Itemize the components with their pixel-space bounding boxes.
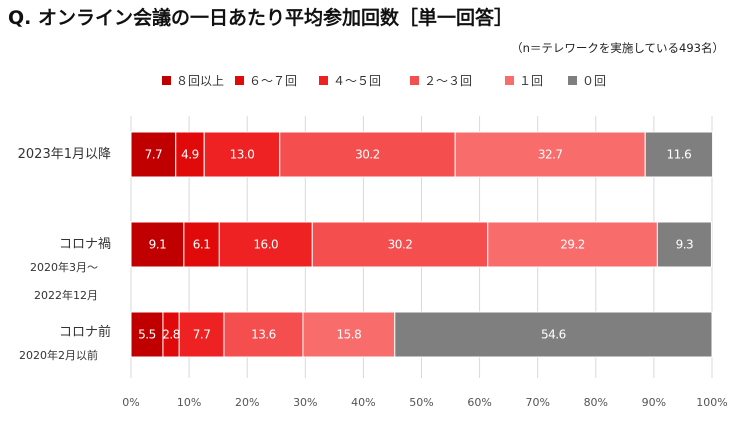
bar-segment: [487, 221, 658, 268]
bar-row: 5.5 2.8 7.7 13.6 15.8 54.6: [130, 311, 713, 358]
x-tick-label: 10%: [177, 396, 201, 409]
bar-segment: [178, 311, 225, 358]
bar-segment: [130, 221, 185, 268]
bar-segment: [394, 311, 713, 358]
bar-value-label: 13.6: [251, 328, 276, 342]
sample-size-note: （n＝テレワークを実施している493名）: [511, 41, 724, 55]
category-label: コロナ前: [59, 324, 111, 340]
x-axis-ticks: 0% 10% 20% 30% 40% 50% 60% 70% 80% 90% 100%: [122, 396, 727, 409]
legend-label: ０回: [582, 74, 606, 88]
category-label: 2023年1月以降: [18, 147, 111, 162]
bar-row: 9.1 6.1 16.0 30.2 29.2 9.3: [130, 221, 712, 268]
legend-label: ２～３回: [424, 74, 472, 88]
bar-segment: [218, 221, 313, 268]
legend-swatch: [410, 76, 419, 85]
legend-swatch: [162, 76, 171, 85]
bar-value-label: 9.3: [676, 238, 694, 252]
bar-value-label: 30.2: [355, 148, 380, 162]
legend-swatch: [319, 76, 328, 85]
bar-row: 7.7 4.9 13.0 30.2 32.7 11.6: [130, 131, 714, 178]
x-tick-label: 100%: [696, 396, 727, 409]
category-sublabel: 2020年2月以前: [19, 348, 98, 362]
chart-title: Q. オンライン会議の一日あたり平均参加回数［単一回答］: [8, 6, 513, 29]
x-tick-label: 60%: [467, 396, 491, 409]
x-tick-label: 80%: [584, 396, 608, 409]
bar-segment: [279, 131, 456, 178]
x-tick-label: 70%: [525, 396, 549, 409]
bar-segment: [644, 131, 714, 178]
bar-value-label: 13.0: [230, 148, 255, 162]
bar-segment: [223, 311, 304, 358]
legend-swatch: [505, 76, 514, 85]
bar-segment: [130, 311, 164, 358]
bar-segment: [302, 311, 396, 358]
bar-value-label: 5.5: [138, 328, 156, 342]
x-tick-label: 90%: [642, 396, 666, 409]
legend-item: ０回: [568, 74, 606, 88]
bar-value-label: 7.7: [145, 148, 163, 162]
legend-label: ４～５回: [333, 74, 381, 88]
legend-label: ８回以上: [176, 74, 224, 88]
legend-swatch: [568, 76, 577, 85]
category-sublabel: 2022年12月: [34, 288, 98, 302]
bar-segment: [454, 131, 646, 178]
category-label: コロナ禍: [59, 236, 111, 252]
bar-value-label: 30.2: [388, 238, 413, 252]
bar-segment: [656, 221, 712, 268]
bar-value-label: 4.9: [181, 148, 199, 162]
bar-value-label: 16.0: [253, 238, 278, 252]
legend-item: ２～３回: [410, 74, 472, 88]
bar-value-label: 7.7: [193, 328, 211, 342]
bar-segment: [130, 131, 177, 178]
bar-segment: [311, 221, 489, 268]
legend-label: １回: [519, 74, 543, 88]
bar-value-label: 15.8: [337, 328, 362, 342]
legend-label: ６～７回: [249, 74, 297, 88]
chart-bars: 7.7 4.9 13.0 30.2 32.7 11.6 9.1 6.1 16.0 30.2 29.2…: [130, 131, 714, 358]
x-tick-label: 20%: [235, 396, 259, 409]
x-tick-label: 30%: [293, 396, 317, 409]
bar-value-label: 54.6: [541, 328, 566, 342]
legend-swatch: [235, 76, 244, 85]
chart-legend: ８回以上 ６～７回 ４～５回 ２～３回 １回 ０回: [162, 74, 606, 88]
legend-item: １回: [505, 74, 543, 88]
legend-item: ６～７回: [235, 74, 297, 88]
x-tick-label: 40%: [351, 396, 375, 409]
legend-item: ８回以上: [162, 74, 224, 88]
bar-value-label: 6.1: [193, 238, 211, 252]
bar-segment: [175, 131, 205, 178]
bar-value-label: 2.8: [162, 328, 180, 342]
legend-item: ４～５回: [319, 74, 381, 88]
x-tick-label: 50%: [409, 396, 433, 409]
bar-value-label: 9.1: [149, 238, 167, 252]
x-tick-label: 0%: [122, 396, 139, 409]
bar-value-label: 29.2: [560, 238, 585, 252]
category-sublabel: 2020年3月〜: [30, 260, 98, 274]
bar-value-label: 11.6: [667, 148, 692, 162]
bar-value-label: 32.7: [538, 148, 563, 162]
